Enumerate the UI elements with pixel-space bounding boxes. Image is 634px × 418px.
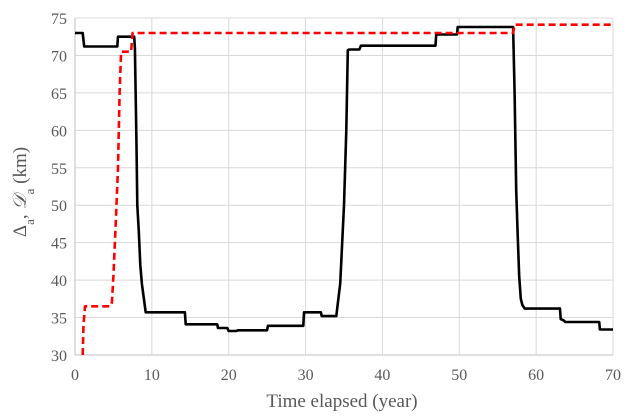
y-tick-labels: 30 35 40 45 50 55 60 65 70 75: [51, 11, 67, 365]
y-axis-title: Δa, 𝒟a (km): [10, 147, 37, 237]
y-tick-label: 75: [51, 11, 67, 28]
x-tick-label: 20: [221, 367, 237, 384]
series-line-2: [81, 23, 613, 356]
series-line-1: [75, 25, 613, 333]
y-tick-label: 65: [51, 86, 67, 103]
x-tick-labels: 0 10 20 30 40 50 60 70: [71, 367, 621, 384]
x-tick-label: 40: [374, 367, 390, 384]
y-tick-label: 70: [51, 48, 67, 65]
x-tick-label: 0: [71, 367, 79, 384]
y-tick-label: 40: [51, 273, 67, 290]
y-axis-title-sub2: a: [22, 188, 37, 194]
y-tick-label: 60: [51, 123, 67, 140]
y-axis-title-delta: Δ: [10, 225, 31, 237]
x-tick-label: 70: [605, 367, 621, 384]
x-tick-label: 10: [144, 367, 160, 384]
y-tick-label: 35: [51, 311, 67, 328]
y-tick-label: 45: [51, 236, 67, 253]
x-tick-label: 30: [298, 367, 314, 384]
y-axis-title-unit: (km): [10, 147, 31, 189]
y-tick-label: 30: [51, 348, 67, 365]
y-axis-title-sep: ,: [10, 210, 31, 220]
x-tick-label: 50: [451, 367, 467, 384]
y-axis-title-script-d: 𝒟: [10, 191, 31, 210]
y-axis-title-sub1: a: [22, 219, 37, 225]
series-layer: [75, 23, 613, 356]
y-tick-label: 50: [51, 198, 67, 215]
y-tick-label: 55: [51, 161, 67, 178]
x-tick-label: 60: [528, 367, 544, 384]
x-axis-title: Time elapsed (year): [266, 391, 417, 412]
